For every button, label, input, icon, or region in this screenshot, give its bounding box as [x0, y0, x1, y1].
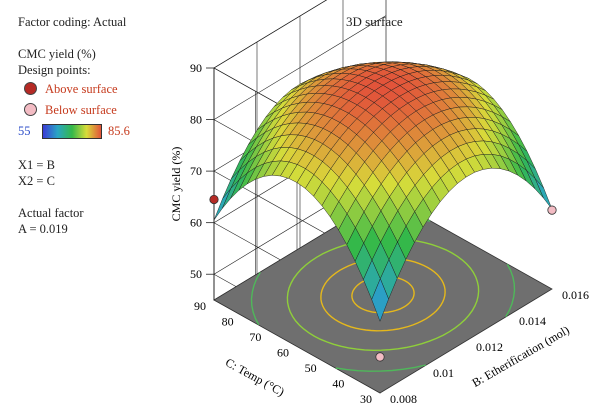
below-surface-label: Below surface [45, 102, 117, 117]
floor-contour [505, 263, 516, 318]
y-tick-label: 80 [222, 315, 234, 329]
y-tick-label: 30 [360, 392, 372, 406]
x-tick-label: 0.014 [519, 314, 546, 328]
x-tick-label: 0.01 [433, 366, 454, 380]
z-tick-label: 70 [190, 164, 202, 178]
color-scale-max: 85.6 [108, 124, 130, 138]
x2-mapping: X2 = C [18, 174, 55, 188]
surface-facet [371, 278, 389, 322]
design-points-label: Design points: [18, 63, 91, 77]
legend-above-surface: Above surface [24, 78, 130, 99]
factor-coding-label: Factor coding: Actual [18, 15, 127, 29]
design-point-below [375, 352, 385, 362]
chart-title: 3D surface [346, 14, 403, 29]
z-axis-title: CMC yield (%) [169, 147, 183, 222]
z-tick-label: 80 [190, 113, 202, 127]
surface-facet [213, 188, 232, 221]
floor-contour [250, 271, 261, 326]
surface-facet [534, 178, 553, 210]
actual-factor-label: Actual factor [18, 206, 84, 220]
y-axis-title: C: Temp (°C) [223, 355, 287, 399]
color-scale: 55 85.6 [18, 121, 130, 141]
x-axis-title: B: Etherification (mol) [469, 323, 571, 390]
color-scale-bar [42, 123, 102, 139]
color-scale-min: 55 [18, 124, 31, 138]
z-tick-label: 50 [190, 267, 202, 281]
x-tick-label: 0.008 [390, 392, 417, 406]
legend-panel: Factor coding: Actual CMC yield (%) Desi… [18, 14, 130, 237]
actual-factor-value: A = 0.019 [18, 222, 68, 236]
x-tick-label: 0.016 [562, 288, 589, 302]
y-tick-label: 70 [249, 330, 261, 344]
floor-contour [335, 364, 426, 372]
y-tick-label: 90 [194, 299, 206, 313]
design-point-above [209, 194, 219, 205]
above-surface-label: Above surface [45, 81, 118, 96]
legend-below-surface: Below surface [24, 99, 130, 120]
x1-mapping: X1 = B [18, 158, 55, 172]
x-tick-label: 0.012 [476, 340, 503, 354]
y-tick-label: 40 [332, 377, 344, 391]
z-tick-label: 90 [190, 61, 202, 75]
above-surface-marker [24, 82, 37, 95]
z-tick-label: 60 [190, 216, 202, 230]
response-name: CMC yield (%) [18, 47, 96, 61]
y-tick-label: 50 [305, 361, 317, 375]
y-tick-label: 60 [277, 346, 289, 360]
design-point-below [547, 205, 557, 215]
below-surface-marker [24, 103, 37, 116]
